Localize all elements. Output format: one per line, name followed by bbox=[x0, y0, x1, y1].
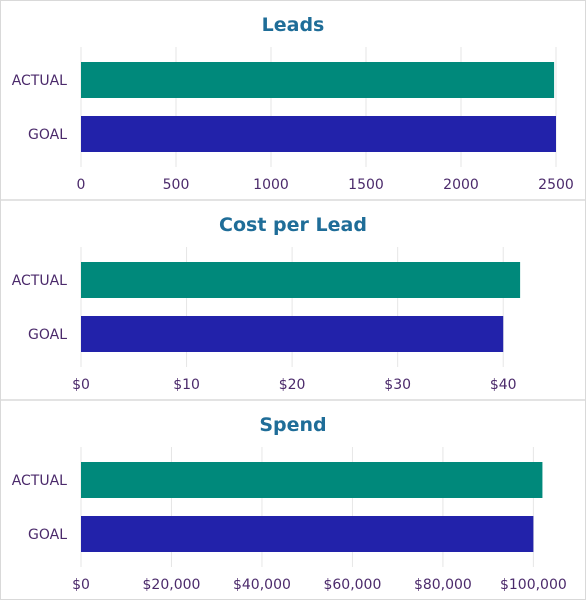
cost-per-lead-chart: Cost per Lead ACTUAL GOAL $0 $10 $20 $30 $40 bbox=[12, 214, 521, 393]
spend-x-tick-label: $80,000 bbox=[414, 577, 472, 593]
spend-bar-actual bbox=[81, 462, 543, 498]
leads-chart: Leads ACTUAL GOAL 0 500 1000 1500 2000 2500 bbox=[12, 14, 574, 193]
cost-per-lead-x-tick-label: $30 bbox=[384, 377, 411, 393]
spend-x-tick-label: $60,000 bbox=[323, 577, 381, 593]
spend-x-tick-label: $20,000 bbox=[143, 577, 201, 593]
cost-per-lead-category-label-actual: ACTUAL bbox=[12, 273, 67, 289]
spend-category-label-goal: GOAL bbox=[28, 527, 67, 543]
leads-x-tick-label: 2000 bbox=[443, 177, 479, 193]
leads-bar-actual bbox=[81, 62, 555, 98]
cost-per-lead-x-tick-label: $20 bbox=[279, 377, 306, 393]
cost-per-lead-x-tick-label: $40 bbox=[490, 377, 517, 393]
leads-x-tick-label: 0 bbox=[77, 177, 86, 193]
cost-per-lead-x-tick-label: $10 bbox=[173, 377, 200, 393]
leads-chart-title: Leads bbox=[262, 14, 325, 36]
panel-divider bbox=[1, 399, 585, 401]
spend-chart-title: Spend bbox=[259, 414, 326, 436]
cost-per-lead-chart-panel: Cost per Lead ACTUAL GOAL $0 $10 $20 $30 $40 bbox=[1, 201, 585, 399]
cost-per-lead-bar-goal bbox=[81, 316, 504, 352]
leads-bar-goal bbox=[81, 116, 556, 152]
spend-x-tick-label: $40,000 bbox=[233, 577, 291, 593]
cost-per-lead-x-tick-label: $0 bbox=[72, 377, 90, 393]
cost-per-lead-bar-actual bbox=[81, 262, 521, 298]
spend-x-tick-label: $100,000 bbox=[500, 577, 567, 593]
leads-x-tick-label: 1500 bbox=[348, 177, 384, 193]
leads-category-label-actual: ACTUAL bbox=[12, 73, 67, 89]
spend-category-label-actual: ACTUAL bbox=[12, 473, 67, 489]
leads-x-tick-label: 2500 bbox=[538, 177, 574, 193]
spend-chart: Spend ACTUAL GOAL $0 $20,000 $40,000 $60,000… bbox=[12, 414, 567, 593]
leads-x-tick-label: 1000 bbox=[253, 177, 289, 193]
spend-chart-panel: Spend ACTUAL GOAL $0 $20,000 $40,000 $60,000… bbox=[1, 401, 585, 599]
spend-bar-goal bbox=[81, 516, 534, 552]
cost-per-lead-category-label-goal: GOAL bbox=[28, 327, 67, 343]
leads-chart-panel: Leads ACTUAL GOAL 0 500 1000 1500 2000 2500 bbox=[1, 1, 585, 199]
leads-category-label-goal: GOAL bbox=[28, 127, 67, 143]
panel-divider bbox=[1, 199, 585, 201]
cost-per-lead-chart-title: Cost per Lead bbox=[219, 214, 367, 236]
leads-x-tick-label: 500 bbox=[163, 177, 190, 193]
spend-x-tick-label: $0 bbox=[72, 577, 90, 593]
